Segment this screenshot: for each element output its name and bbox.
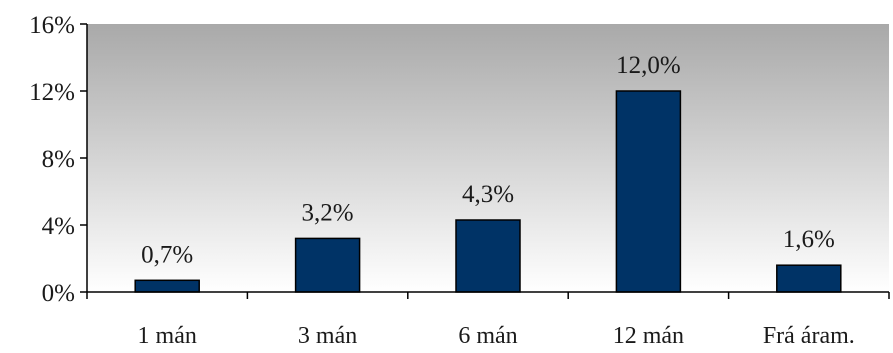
data-label-2: 3,2% (302, 199, 354, 226)
labels-layer: 0,7% 1 mán 3,2% 3 mán 4,3% 6 mán 12,0% 12 mán 1,… (29, 12, 855, 349)
category-label-4: 12 mán (613, 323, 684, 349)
y-tick-label-4: 12% (29, 79, 75, 106)
category-label-1: 1 mán (138, 323, 197, 349)
y-tick-label-3: 8% (42, 146, 75, 173)
category-label-5: Frá áram. (763, 323, 855, 349)
bar-2 (294, 237, 361, 293)
bar-5 (776, 264, 842, 293)
y-tick-label-2: 4% (42, 213, 75, 240)
data-label-3: 4,3% (462, 181, 514, 208)
bar-3 (455, 219, 521, 293)
bar-4 (615, 90, 682, 293)
data-label-1: 0,7% (141, 241, 193, 268)
axes-layer (80, 23, 890, 299)
y-tick-label-1: 0% (42, 280, 75, 307)
bar-1 (134, 279, 200, 293)
bars-layer (134, 90, 842, 293)
category-label-2: 3 mán (298, 323, 357, 349)
category-label-3: 6 mán (458, 323, 517, 349)
data-label-5: 1,6% (783, 226, 835, 253)
y-tick-label-5: 16% (29, 12, 75, 39)
data-label-4: 12,0% (616, 52, 681, 79)
